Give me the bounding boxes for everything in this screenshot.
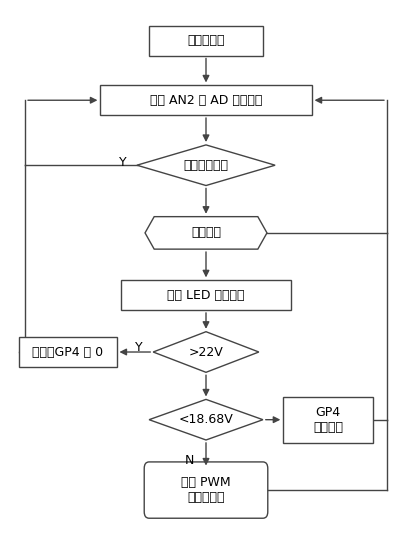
Text: N: N: [185, 453, 194, 467]
Text: 计算 LED 正向电压: 计算 LED 正向电压: [167, 289, 245, 301]
Text: <18.68V: <18.68V: [179, 413, 233, 426]
FancyBboxPatch shape: [121, 280, 291, 310]
Text: 生成 PWM
降低占空比: 生成 PWM 降低占空比: [181, 476, 231, 504]
Text: 粗大误差判断: 粗大误差判断: [183, 159, 229, 172]
Text: 初始化设置: 初始化设置: [187, 34, 225, 47]
Text: Y: Y: [119, 156, 127, 169]
Text: Y: Y: [136, 341, 143, 354]
Text: 开路，GP4 置 0: 开路，GP4 置 0: [32, 346, 103, 358]
FancyBboxPatch shape: [19, 337, 117, 367]
Text: >22V: >22V: [189, 346, 223, 358]
Text: GP4
维持原态: GP4 维持原态: [313, 406, 343, 434]
Polygon shape: [149, 399, 263, 440]
Polygon shape: [145, 217, 267, 249]
Polygon shape: [137, 145, 275, 185]
FancyBboxPatch shape: [149, 26, 263, 56]
FancyBboxPatch shape: [283, 397, 372, 443]
FancyBboxPatch shape: [144, 462, 268, 518]
Text: 求取均值: 求取均值: [191, 226, 221, 240]
Text: 读取 AN2 的 AD 转换数据: 读取 AN2 的 AD 转换数据: [150, 94, 262, 107]
FancyBboxPatch shape: [101, 85, 311, 115]
Polygon shape: [153, 331, 259, 373]
